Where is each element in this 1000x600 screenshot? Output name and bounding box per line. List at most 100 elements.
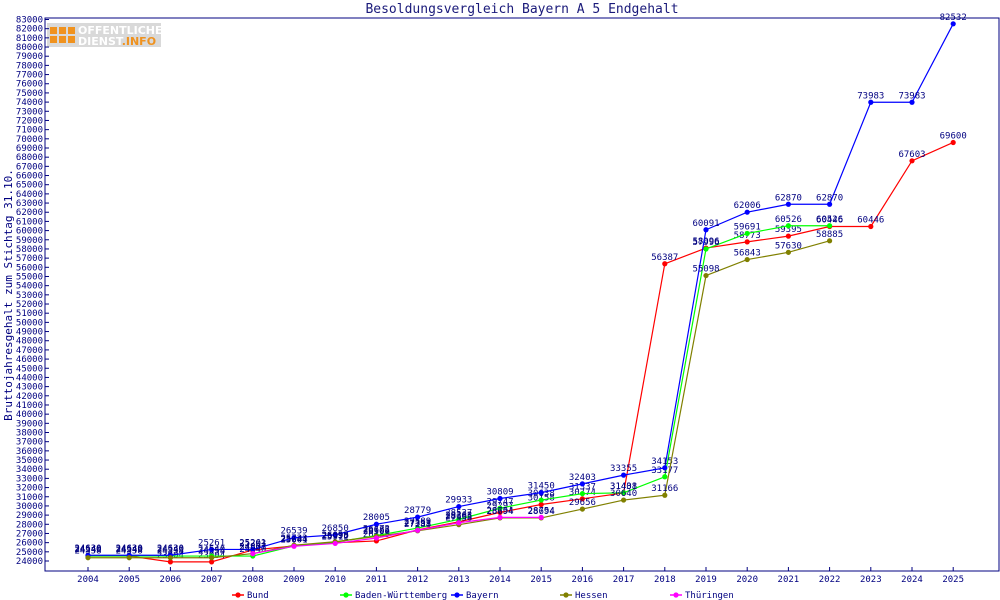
data-point (703, 272, 709, 279)
data-label: 24358 (198, 547, 225, 557)
data-label: 27589 (404, 517, 431, 527)
data-point (538, 497, 544, 503)
y-tick-label: 36000 (16, 447, 43, 457)
x-tick-label: 2013 (448, 575, 470, 585)
data-point (621, 497, 627, 503)
series-bayern: 24630 24630 24630 25261 25261 26539 26850 28005… (74, 13, 967, 558)
y-tick-label: 76000 (16, 80, 43, 90)
data-label: 26685 (363, 525, 390, 535)
data-point (909, 158, 915, 164)
data-label: 28165 (445, 512, 472, 522)
data-label: 25912 (322, 532, 349, 542)
y-tick-label: 43000 (16, 383, 43, 393)
data-point (250, 546, 256, 553)
y-tick-label: 44000 (16, 373, 43, 383)
data-point (373, 535, 379, 541)
x-tick-label: 2005 (118, 575, 140, 585)
y-tick-label: 74000 (16, 98, 43, 108)
data-point (456, 520, 462, 526)
data-point (621, 490, 627, 496)
data-point (167, 559, 173, 565)
legend-item: Baden-Württemberg (340, 591, 447, 600)
data-label: 62870 (816, 193, 843, 203)
data-label: 25203 (239, 539, 266, 549)
data-label: 24803 (239, 543, 266, 553)
series-layer: 2454024540239042390425203256442599026185… (74, 13, 967, 565)
data-label: 27958 (445, 514, 472, 524)
legend-label: Bund (247, 591, 269, 600)
y-tick-label: 48000 (16, 337, 43, 347)
data-label: 59395 (775, 225, 802, 235)
y-tick-label: 78000 (16, 61, 43, 71)
y-axis-label: Bruttojahresgehalt zum Stichtag 31.10. (2, 169, 15, 421)
data-label: 60526 (775, 215, 802, 225)
y-tick-label: 61000 (16, 217, 43, 227)
data-label: 26539 (280, 527, 307, 537)
y-tick-label: 28000 (16, 520, 43, 530)
y-tick-label: 46000 (16, 355, 43, 365)
y-tick-label: 25000 (16, 548, 43, 558)
y-tick-label: 30000 (16, 502, 43, 512)
data-label: 24630 (74, 544, 101, 554)
logo-line2: DIENST.INFO (78, 35, 156, 48)
data-label: 82532 (940, 13, 967, 23)
x-tick-label: 2021 (778, 575, 800, 585)
legend-item: Hessen (560, 591, 608, 600)
data-point (744, 209, 750, 215)
site-logo: OFFENTLICHER DIENST.INFO (47, 23, 171, 48)
y-tick-label: 32000 (16, 484, 43, 494)
legend-swatch-marker (343, 592, 349, 598)
data-label: 59691 (734, 222, 761, 232)
data-point (209, 546, 215, 553)
x-tick-label: 2007 (201, 575, 223, 585)
data-label: 24540 (116, 545, 143, 555)
y-tick-label: 77000 (16, 71, 43, 81)
data-label: 33177 (651, 466, 678, 476)
data-label: 24540 (116, 545, 143, 555)
data-label: 28263 (445, 511, 472, 521)
data-label: 24630 (157, 544, 184, 554)
legend-swatch-marker (454, 592, 460, 598)
x-tick-label: 2004 (77, 575, 99, 585)
data-point (538, 490, 544, 496)
x-tick-label: 2024 (901, 575, 923, 585)
legend-label: Baden-Württemberg (355, 591, 447, 600)
data-point (785, 233, 792, 239)
data-label: 24358 (116, 547, 143, 557)
legend-swatch-marker (235, 592, 241, 598)
y-tick-label: 56000 (16, 263, 43, 273)
data-label: 29747 (486, 497, 513, 507)
data-label: 28754 (528, 506, 555, 516)
x-tick-label: 2019 (695, 575, 717, 585)
y-tick-label: 64000 (16, 190, 43, 200)
x-tick-label: 2020 (736, 575, 758, 585)
data-point (579, 491, 586, 497)
data-point (167, 555, 173, 561)
data-point (662, 492, 668, 498)
y-tick-label: 57000 (16, 254, 43, 264)
data-label: 67603 (898, 150, 925, 160)
y-tick-label: 60000 (16, 227, 43, 237)
data-label: 60091 (692, 219, 719, 229)
data-label: 62870 (775, 193, 802, 203)
y-tick-label: 38000 (16, 429, 43, 439)
x-tick-label: 2006 (160, 575, 182, 585)
data-label: 73983 (898, 91, 925, 101)
logo-line1: OFFENTLICHER (78, 24, 171, 37)
data-label: 33355 (610, 464, 637, 474)
data-label: 69600 (940, 131, 967, 141)
data-label: 25261 (198, 538, 225, 548)
data-point (579, 506, 586, 512)
data-point (538, 501, 544, 508)
data-label: 62006 (734, 201, 761, 211)
x-tick-label: 2015 (530, 575, 552, 585)
logo-line2-a: DIENST (78, 35, 124, 48)
data-label: 26850 (322, 524, 349, 534)
data-point (126, 555, 132, 561)
logo-grid-icon (50, 27, 75, 43)
data-label: 56387 (651, 253, 678, 263)
data-point (497, 505, 503, 511)
data-label: 29933 (445, 496, 472, 506)
data-point (497, 495, 503, 502)
